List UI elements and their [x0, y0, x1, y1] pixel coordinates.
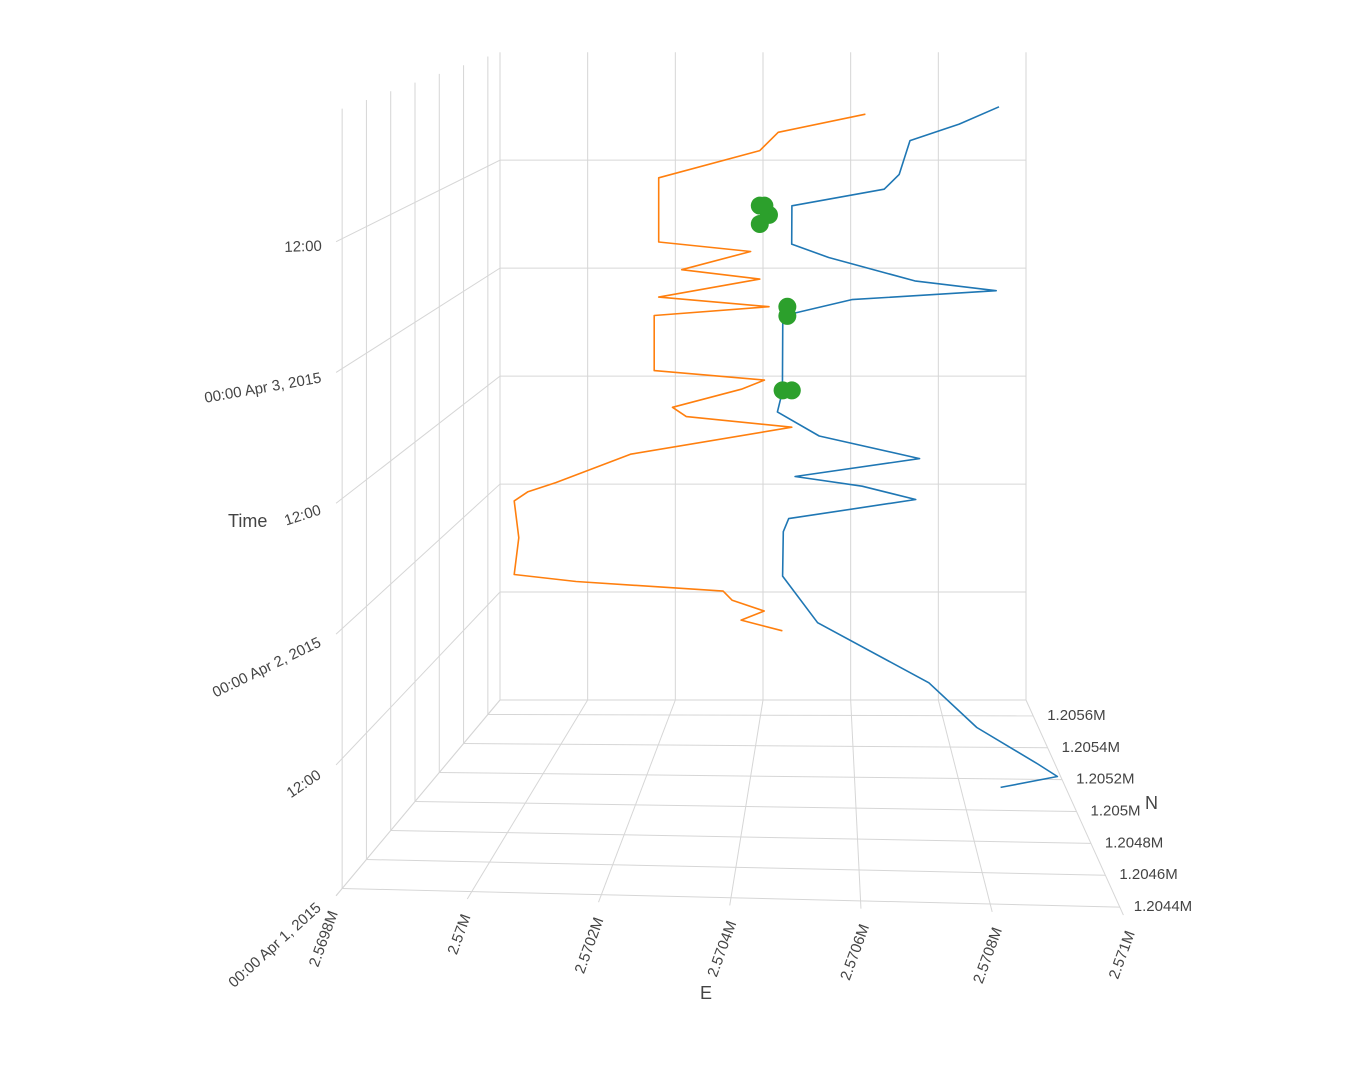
e-tick-label: 2.5708M [970, 925, 1006, 986]
n-tick-label: 1.205M [1091, 803, 1141, 820]
axis-title-n: N [1145, 793, 1158, 813]
n-tick-label: 1.2056M [1047, 707, 1105, 724]
grid-line-n [439, 772, 1063, 781]
grid-line-e [466, 699, 589, 900]
grid-line-time [335, 267, 1026, 373]
axis-titles: Time E N [228, 511, 1158, 1003]
grid-line-n [463, 743, 1048, 749]
axis-title-time: Time [228, 511, 267, 531]
axis-title-e: E [700, 983, 712, 1003]
trace-line-1[interactable] [776, 106, 1059, 789]
n-tick-label: 1.2048M [1105, 834, 1163, 851]
grid-line-n [366, 859, 1106, 876]
time-tick-label: 12:00 [282, 502, 323, 530]
grid-line-e [598, 699, 676, 903]
grid-line-time [335, 159, 1026, 243]
grid-line-n [487, 714, 1034, 717]
grid-lines [335, 52, 1124, 916]
time-tick-label: 12:00 [284, 238, 322, 256]
grid-line-time [335, 375, 1026, 504]
grid-line-e [1025, 699, 1124, 916]
grid-line-e [937, 699, 993, 912]
e-tick-label: 2.5704M [704, 919, 740, 980]
time-tick-label: 00:00 Apr 2, 2015 [210, 634, 324, 701]
n-tick-label: 1.2046M [1119, 866, 1177, 883]
tick-labels: 2.5698M 2.57M 2.5702M 2.5704M 2.5706M 2.5708M… [203, 238, 1192, 992]
time-tick-label: 00:00 Apr 3, 2015 [203, 370, 323, 407]
grid-line-time [335, 699, 1026, 897]
n-tick-label: 1.2052M [1076, 771, 1134, 788]
time-tick-label: 00:00 Apr 1, 2015 [225, 899, 324, 991]
grid-line-e [850, 699, 862, 909]
e-tick-label: 2.5702M [571, 915, 607, 976]
trace-line-0[interactable] [513, 113, 866, 632]
e-tick-label: 2.5706M [837, 922, 873, 983]
n-tick-label: 1.2044M [1134, 898, 1192, 915]
grid-line-e [729, 699, 764, 906]
e-tick-label: 2.571M [1106, 929, 1139, 982]
traces [513, 106, 1059, 789]
time-tick-label: 12:00 [284, 767, 325, 802]
grid-line-n [414, 801, 1077, 812]
e-tick-label: 2.57M [444, 912, 474, 957]
n-tick-label: 1.2054M [1062, 739, 1120, 756]
data-point-marker[interactable] [782, 381, 801, 400]
data-point-marker[interactable] [778, 297, 797, 316]
grid-line-time [335, 591, 1026, 766]
grid-line-n [342, 888, 1120, 908]
grid-line-n [390, 830, 1091, 844]
data-point-marker[interactable] [755, 196, 774, 215]
